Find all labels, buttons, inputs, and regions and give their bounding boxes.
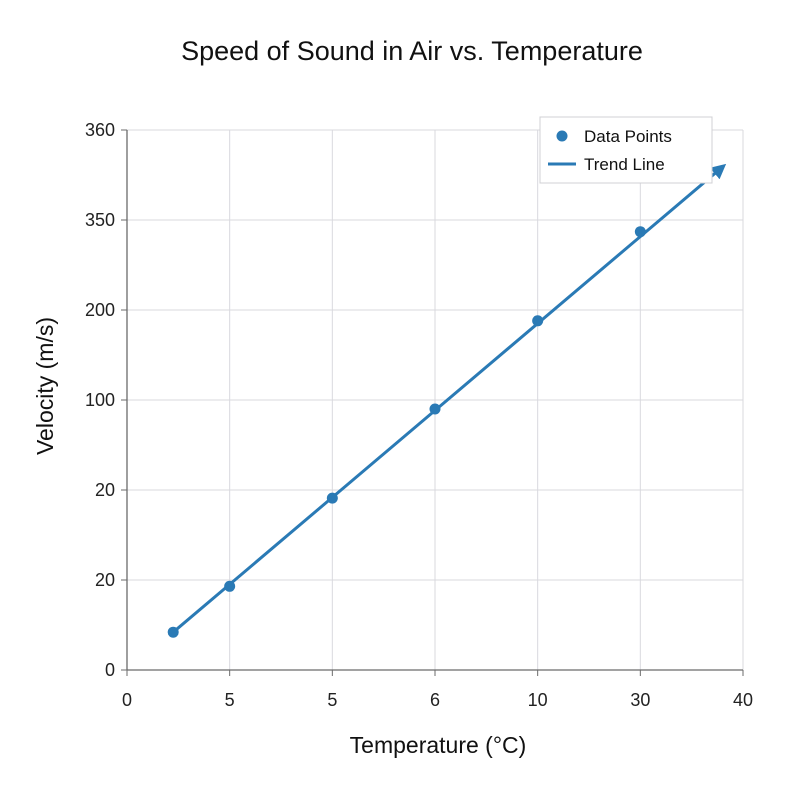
trend-line (171, 163, 727, 634)
data-point (429, 403, 441, 415)
y-tick-label: 20 (95, 570, 115, 590)
x-tick-label: 5 (327, 690, 337, 710)
axes-layer: 0 5 5 6 10 30 40 0 20 20 100 200 350 360 (85, 120, 753, 710)
data-point (224, 580, 236, 592)
y-tick-label: 20 (95, 480, 115, 500)
x-tick-label: 10 (528, 690, 548, 710)
y-tick-label: 200 (85, 300, 115, 320)
legend: Data Points Trend Line (539, 116, 713, 184)
chart-title: Speed of Sound in Air vs. Temperature (181, 36, 643, 66)
x-tick-label: 5 (225, 690, 235, 710)
data-point (167, 626, 179, 638)
x-tick-label: 30 (630, 690, 650, 710)
legend-label: Trend Line (584, 155, 665, 174)
data-point (326, 492, 338, 504)
legend-marker-dot (556, 130, 568, 142)
x-axis-label: Temperature (°C) (350, 732, 527, 758)
legend-box (539, 116, 713, 184)
y-tick-label: 350 (85, 210, 115, 230)
grid-layer (127, 129, 744, 670)
y-axis-label: Velocity (m/s) (32, 317, 58, 455)
y-tick-label: 100 (85, 390, 115, 410)
y-tick-label: 0 (105, 660, 115, 680)
legend-label: Data Points (584, 127, 672, 146)
data-point (634, 226, 646, 238)
series-layer (167, 163, 727, 638)
x-tick-label: 0 (122, 690, 132, 710)
data-point (532, 315, 544, 327)
x-tick-label: 6 (430, 690, 440, 710)
y-tick-label: 360 (85, 120, 115, 140)
x-tick-label: 40 (733, 690, 753, 710)
